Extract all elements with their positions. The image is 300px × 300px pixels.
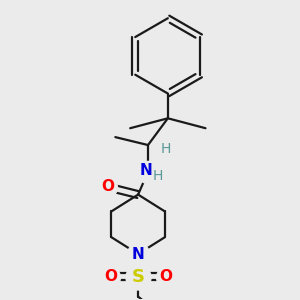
Text: O: O — [101, 179, 114, 194]
Text: S: S — [132, 268, 145, 286]
Text: N: N — [140, 163, 152, 178]
Text: O: O — [159, 269, 172, 284]
Text: O: O — [104, 269, 117, 284]
Text: N: N — [132, 247, 145, 262]
Text: H: H — [153, 169, 163, 183]
Text: H: H — [161, 142, 171, 156]
